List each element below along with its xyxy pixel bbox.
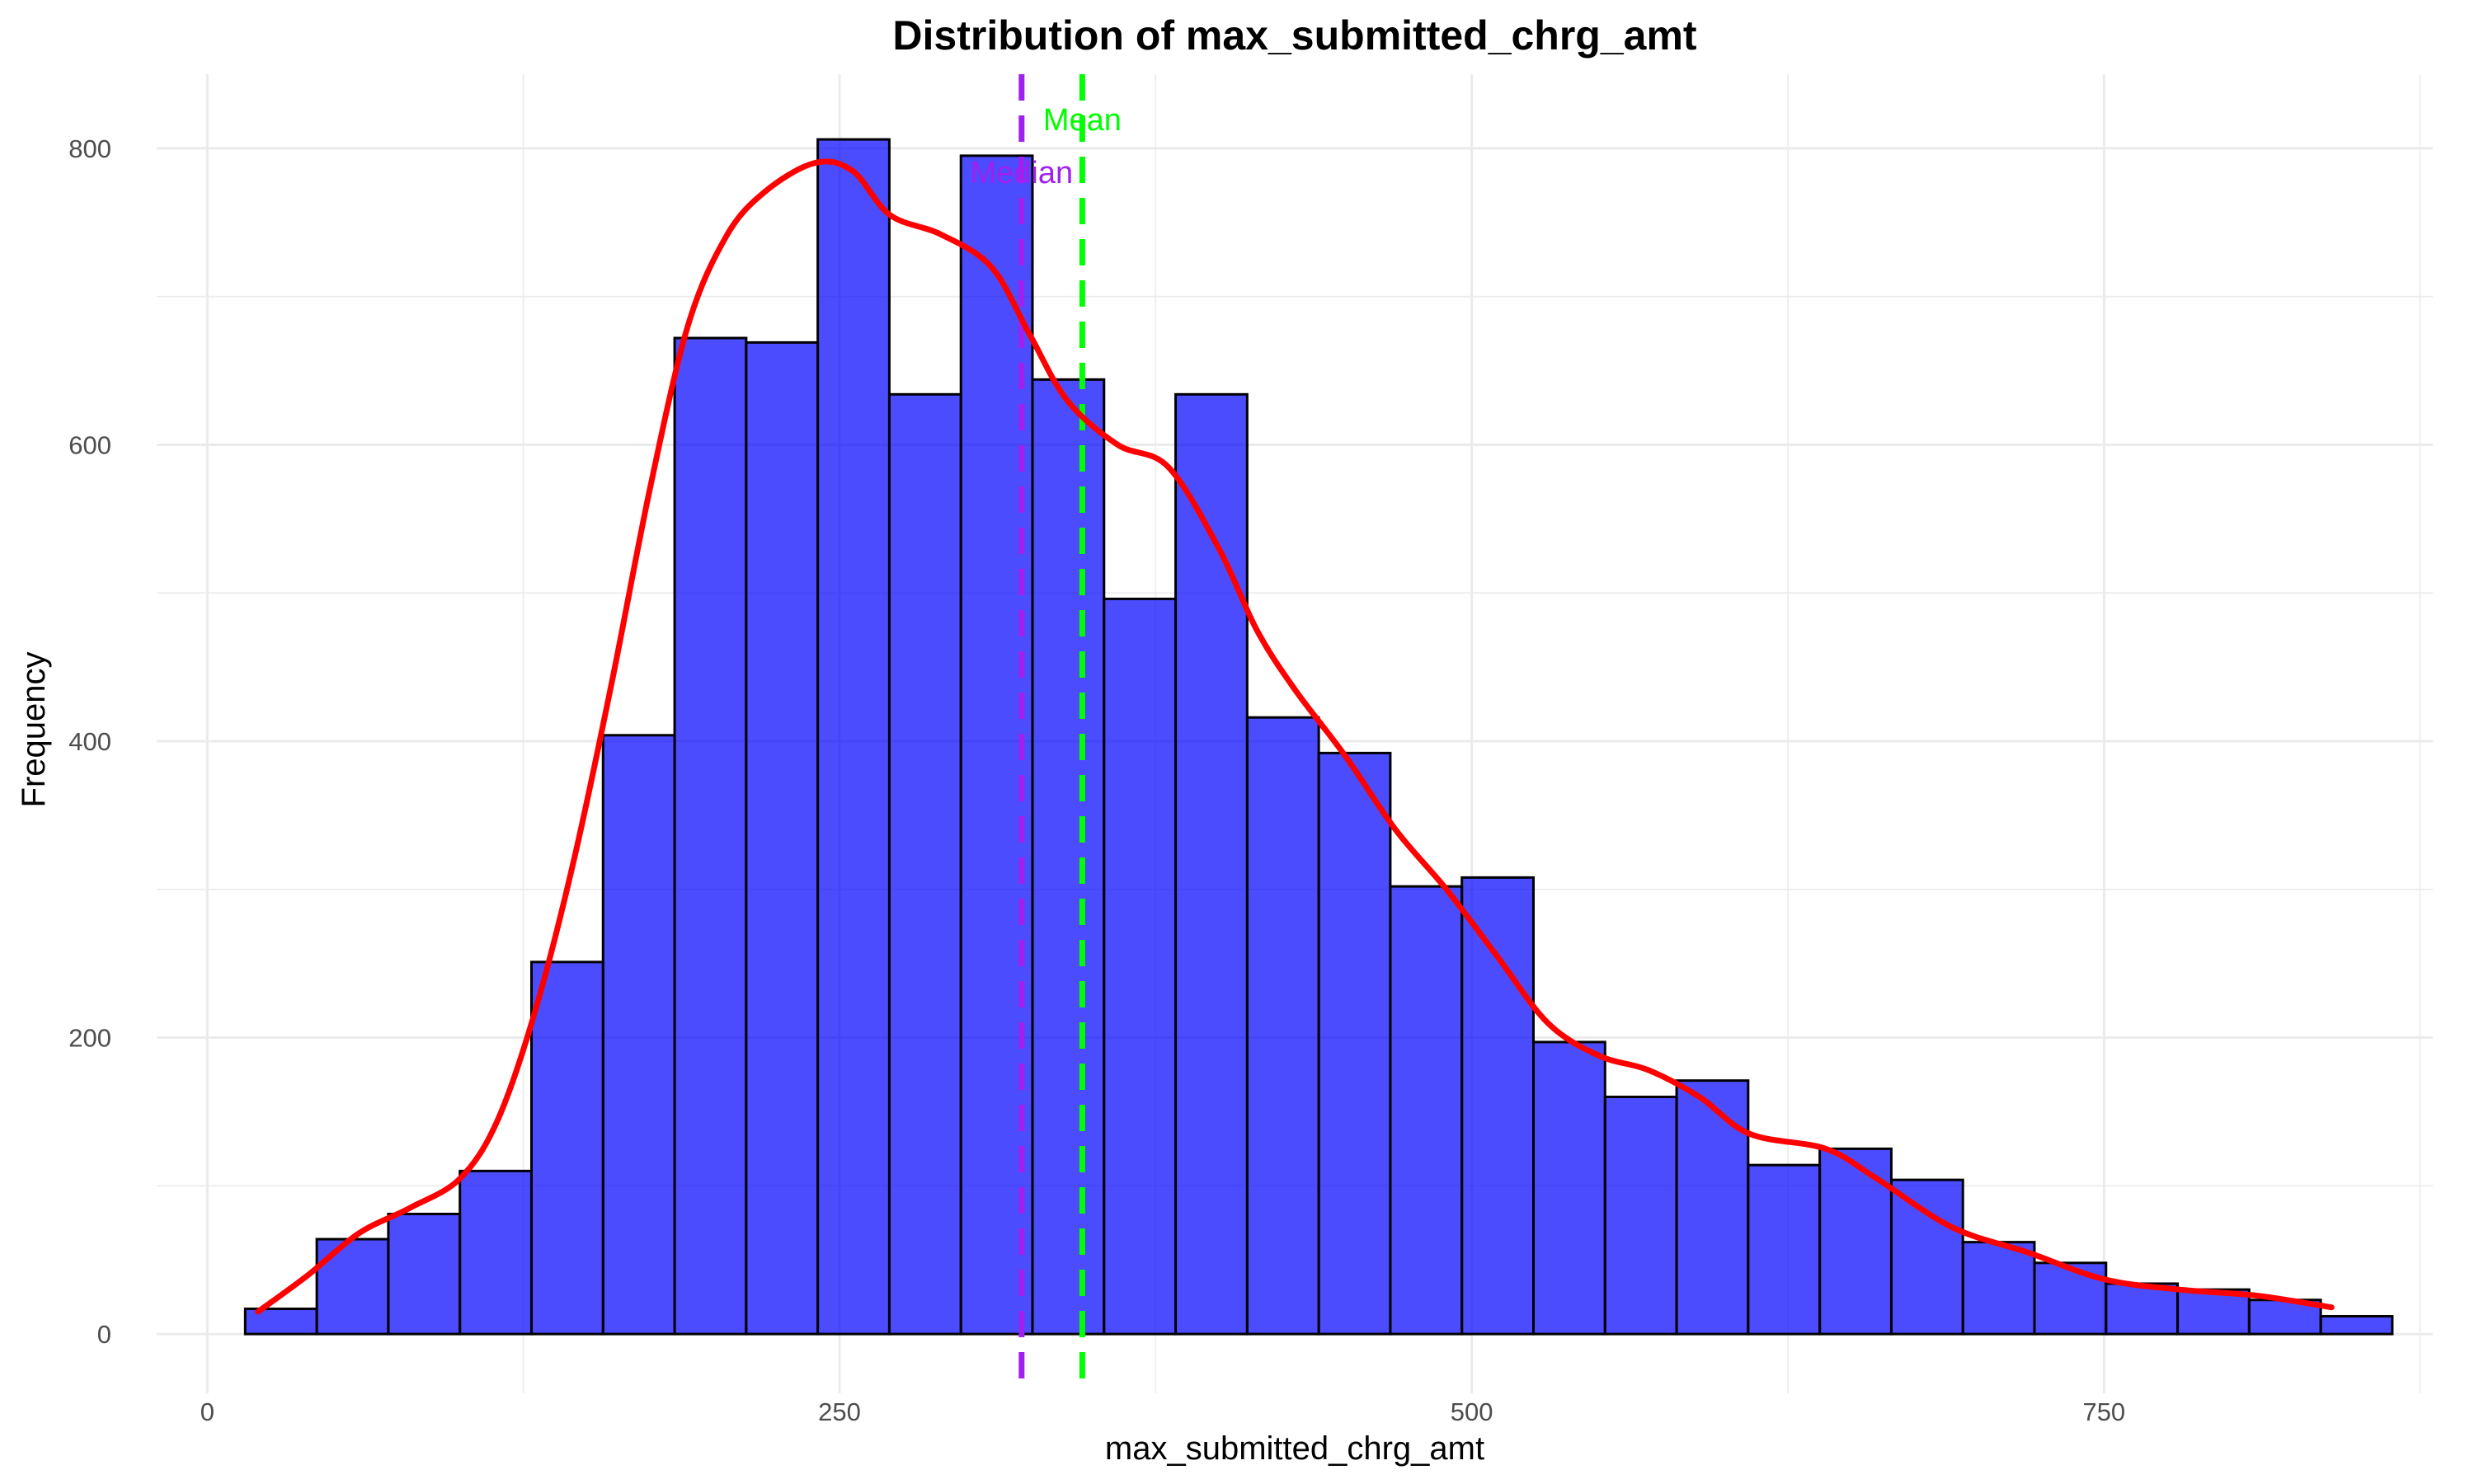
histogram-bar-12 xyxy=(1103,597,1178,1336)
histogram-bar-24 xyxy=(1961,1241,2036,1336)
histogram-bar-20 xyxy=(1675,1079,1750,1336)
x-axis-title: max_submitted_chrg_amt xyxy=(1105,1430,1484,1467)
histogram-bar-1 xyxy=(315,1237,390,1336)
histogram-bar-6 xyxy=(673,336,748,1336)
median-label: Median xyxy=(970,156,1073,190)
y-axis-title: Frequency xyxy=(16,652,52,808)
histogram-bar-17 xyxy=(1460,876,1535,1336)
reference-lines xyxy=(1018,74,1085,1393)
histogram-bar-26 xyxy=(2105,1282,2180,1336)
histogram-bar-9 xyxy=(887,392,962,1336)
histogram-bar-5 xyxy=(601,734,676,1336)
y-tick-label: 800 xyxy=(68,134,111,163)
histogram-bar-3 xyxy=(459,1169,533,1336)
x-tick-label: 750 xyxy=(2082,1397,2125,1426)
histogram-bar-25 xyxy=(2033,1261,2108,1336)
histogram-bar-23 xyxy=(1889,1178,1964,1336)
reference-line-labels: Median Mean xyxy=(970,103,1121,190)
chart-title: Distribution of max_submitted_chrg_amt xyxy=(892,12,1696,59)
histogram-bar-13 xyxy=(1174,392,1249,1336)
histogram-bar-15 xyxy=(1317,751,1392,1336)
histogram-bar-22 xyxy=(1818,1147,1893,1336)
x-axis-ticks: 0 250 500 750 xyxy=(200,1397,2125,1426)
histogram-bar-29 xyxy=(2319,1315,2394,1336)
histogram-bar-21 xyxy=(1747,1163,1822,1336)
y-axis-ticks: 0 200 400 600 800 xyxy=(68,134,111,1349)
mean-label: Mean xyxy=(1043,103,1122,138)
histogram-bar-19 xyxy=(1603,1095,1678,1336)
density-curve-group xyxy=(255,158,2335,1315)
histogram-bar-8 xyxy=(816,138,891,1336)
y-tick-label: 600 xyxy=(68,430,111,459)
density-curve xyxy=(255,158,2335,1315)
histogram-bar-2 xyxy=(387,1212,462,1336)
histogram-bar-7 xyxy=(745,340,820,1336)
y-tick-label: 0 xyxy=(97,1320,111,1349)
x-tick-label: 0 xyxy=(200,1397,214,1426)
histogram-bar-18 xyxy=(1531,1040,1606,1336)
histogram-bar-11 xyxy=(1031,378,1106,1336)
y-tick-label: 400 xyxy=(68,727,111,756)
histogram-bar-4 xyxy=(529,960,604,1336)
x-tick-label: 500 xyxy=(1451,1397,1493,1426)
histogram-bar-14 xyxy=(1245,716,1320,1336)
histogram-bar-16 xyxy=(1389,885,1464,1336)
y-tick-label: 200 xyxy=(68,1024,111,1053)
x-tick-label: 250 xyxy=(818,1397,861,1426)
